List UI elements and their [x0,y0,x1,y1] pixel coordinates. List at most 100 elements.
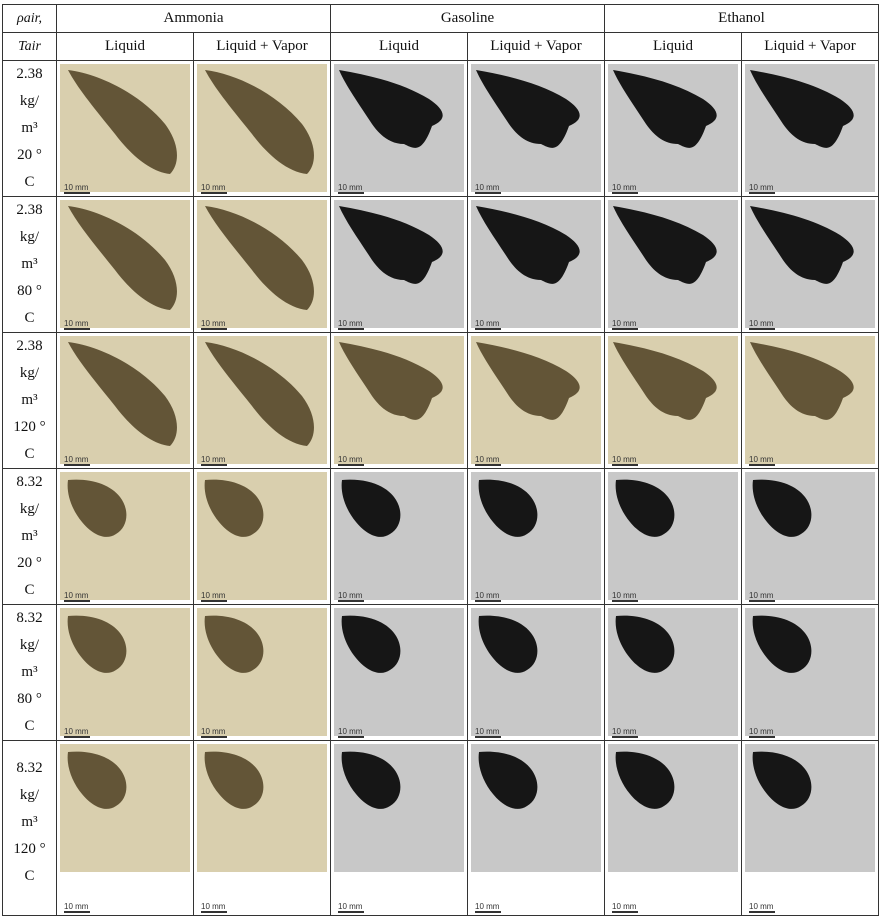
spray-plume-image [60,336,190,464]
scale-bar-label: 10 mm [475,727,502,738]
spray-image-cell: 10 mm [604,468,742,605]
condition-line: 80 ° [17,691,42,707]
spray-image-cell: 10 mm [604,196,742,333]
spray-photo [197,200,327,328]
spray-image-cell: 10 mm [604,740,742,916]
condition-line: 2.38 [16,66,43,82]
condition-cell: 8.32 kg/m³ 20 ° C [2,468,57,605]
scale-bar-label: 10 mm [201,455,228,466]
condition-line: m³ [21,392,38,408]
spray-plume-image [608,336,738,464]
condition-row: 2.38 kg/m³ 80 ° C 10 mm 10 mm 10 mm 10 mm 10 mm 1… [2,196,879,333]
scale-bar-label: 10 mm [612,727,639,738]
spray-image-cell: 10 mm [56,468,194,605]
spray-photo [197,336,327,464]
spray-image-cell: 10 mm [56,604,194,741]
spray-image-cell: 10 mm [193,60,331,197]
spray-image-cell: 10 mm [56,740,194,916]
scale-bar-label: 10 mm [338,319,365,330]
spray-photo [334,744,464,872]
scale-bar-label: 10 mm [475,455,502,466]
spray-plume-image [608,744,738,872]
group-header-ethanol: Ethanol [604,4,879,33]
subheader-liquid-vapor: Liquid + Vapor [193,32,331,61]
spray-photo [471,608,601,736]
spray-plume-image [608,472,738,600]
condition-line: 8.32 [16,760,43,776]
spray-image-cell: 10 mm [467,740,605,916]
spray-photo [60,608,190,736]
condition-row: 8.32 kg/m³ 20 ° C 10 mm 10 mm 10 mm 10 mm 10 mm 1… [2,468,879,605]
spray-plume-image [60,472,190,600]
spray-image-cell: 10 mm [330,740,468,916]
spray-image-cell: 10 mm [56,332,194,469]
condition-line: kg/ [19,93,40,109]
condition-line: kg/ [19,787,40,803]
spray-plume-image [60,608,190,736]
subheader-liquid: Liquid [604,32,742,61]
spray-image-cell: 10 mm [193,332,331,469]
subheader-liquid-vapor: Liquid + Vapor [467,32,605,61]
condition-row: 8.32 kg/m³ 80 ° C 10 mm 10 mm 10 mm 10 mm 10 mm 1… [2,604,879,741]
spray-image-cell: 10 mm [330,60,468,197]
spray-photo [471,336,601,464]
spray-image-cell: 10 mm [467,468,605,605]
condition-line: C [24,868,35,884]
scale-bar-label: 10 mm [64,591,91,602]
spray-plume-image [471,608,601,736]
spray-photo [471,744,601,872]
scale-bar-label: 10 mm [64,183,91,194]
spray-photo [334,472,464,600]
spray-image-cell: 10 mm [193,604,331,741]
spray-photo [60,472,190,600]
scale-bar-label: 10 mm [201,319,228,330]
spray-photo [197,744,327,872]
spray-plume-image [334,336,464,464]
condition-line: 80 ° [17,283,42,299]
spray-image-cell: 10 mm [56,60,194,197]
spray-plume-image [471,200,601,328]
scale-bar-label: 10 mm [201,591,228,602]
condition-line: 2.38 [16,202,43,218]
spray-photo [471,64,601,192]
spray-plume-image [608,608,738,736]
spray-image-cell: 10 mm [193,196,331,333]
spray-photo [60,336,190,464]
spray-photo [745,64,875,192]
spray-image-cell: 10 mm [467,60,605,197]
spray-photo [608,472,738,600]
spray-image-cell: 10 mm [330,468,468,605]
condition-line: 120 ° [13,419,46,435]
spray-image-cell: 10 mm [193,468,331,605]
condition-line: kg/ [19,501,40,517]
scale-bar-label: 10 mm [612,902,639,913]
spray-photo [334,200,464,328]
scale-bar-label: 10 mm [64,902,91,913]
spray-photo [334,64,464,192]
condition-line: kg/ [19,365,40,381]
spray-photo [608,200,738,328]
condition-line: 120 ° [13,841,46,857]
scale-bar-label: 10 mm [749,455,776,466]
spray-plume-image [608,200,738,328]
scale-bar-label: 10 mm [201,902,228,913]
scale-bar-label: 10 mm [475,319,502,330]
spray-image-cell: 10 mm [193,740,331,916]
condition-line: C [24,446,35,462]
spray-image-cell: 10 mm [741,196,879,333]
spray-image-cell: 10 mm [741,332,879,469]
condition-line: kg/ [19,637,40,653]
spray-image-cell: 10 mm [741,468,879,605]
condition-cell: 8.32 kg/m³ 80 ° C [2,604,57,741]
spray-image-cell: 10 mm [741,740,879,916]
scale-bar-label: 10 mm [475,183,502,194]
scale-bar-label: 10 mm [749,902,776,913]
subheader-liquid-vapor: Liquid + Vapor [741,32,879,61]
spray-plume-image [334,200,464,328]
condition-line: C [24,718,35,734]
scale-bar-label: 10 mm [612,591,639,602]
spray-image-cell: 10 mm [330,604,468,741]
scale-bar-label: 10 mm [338,727,365,738]
spray-plume-image [471,744,601,872]
spray-image-cell: 10 mm [330,196,468,333]
